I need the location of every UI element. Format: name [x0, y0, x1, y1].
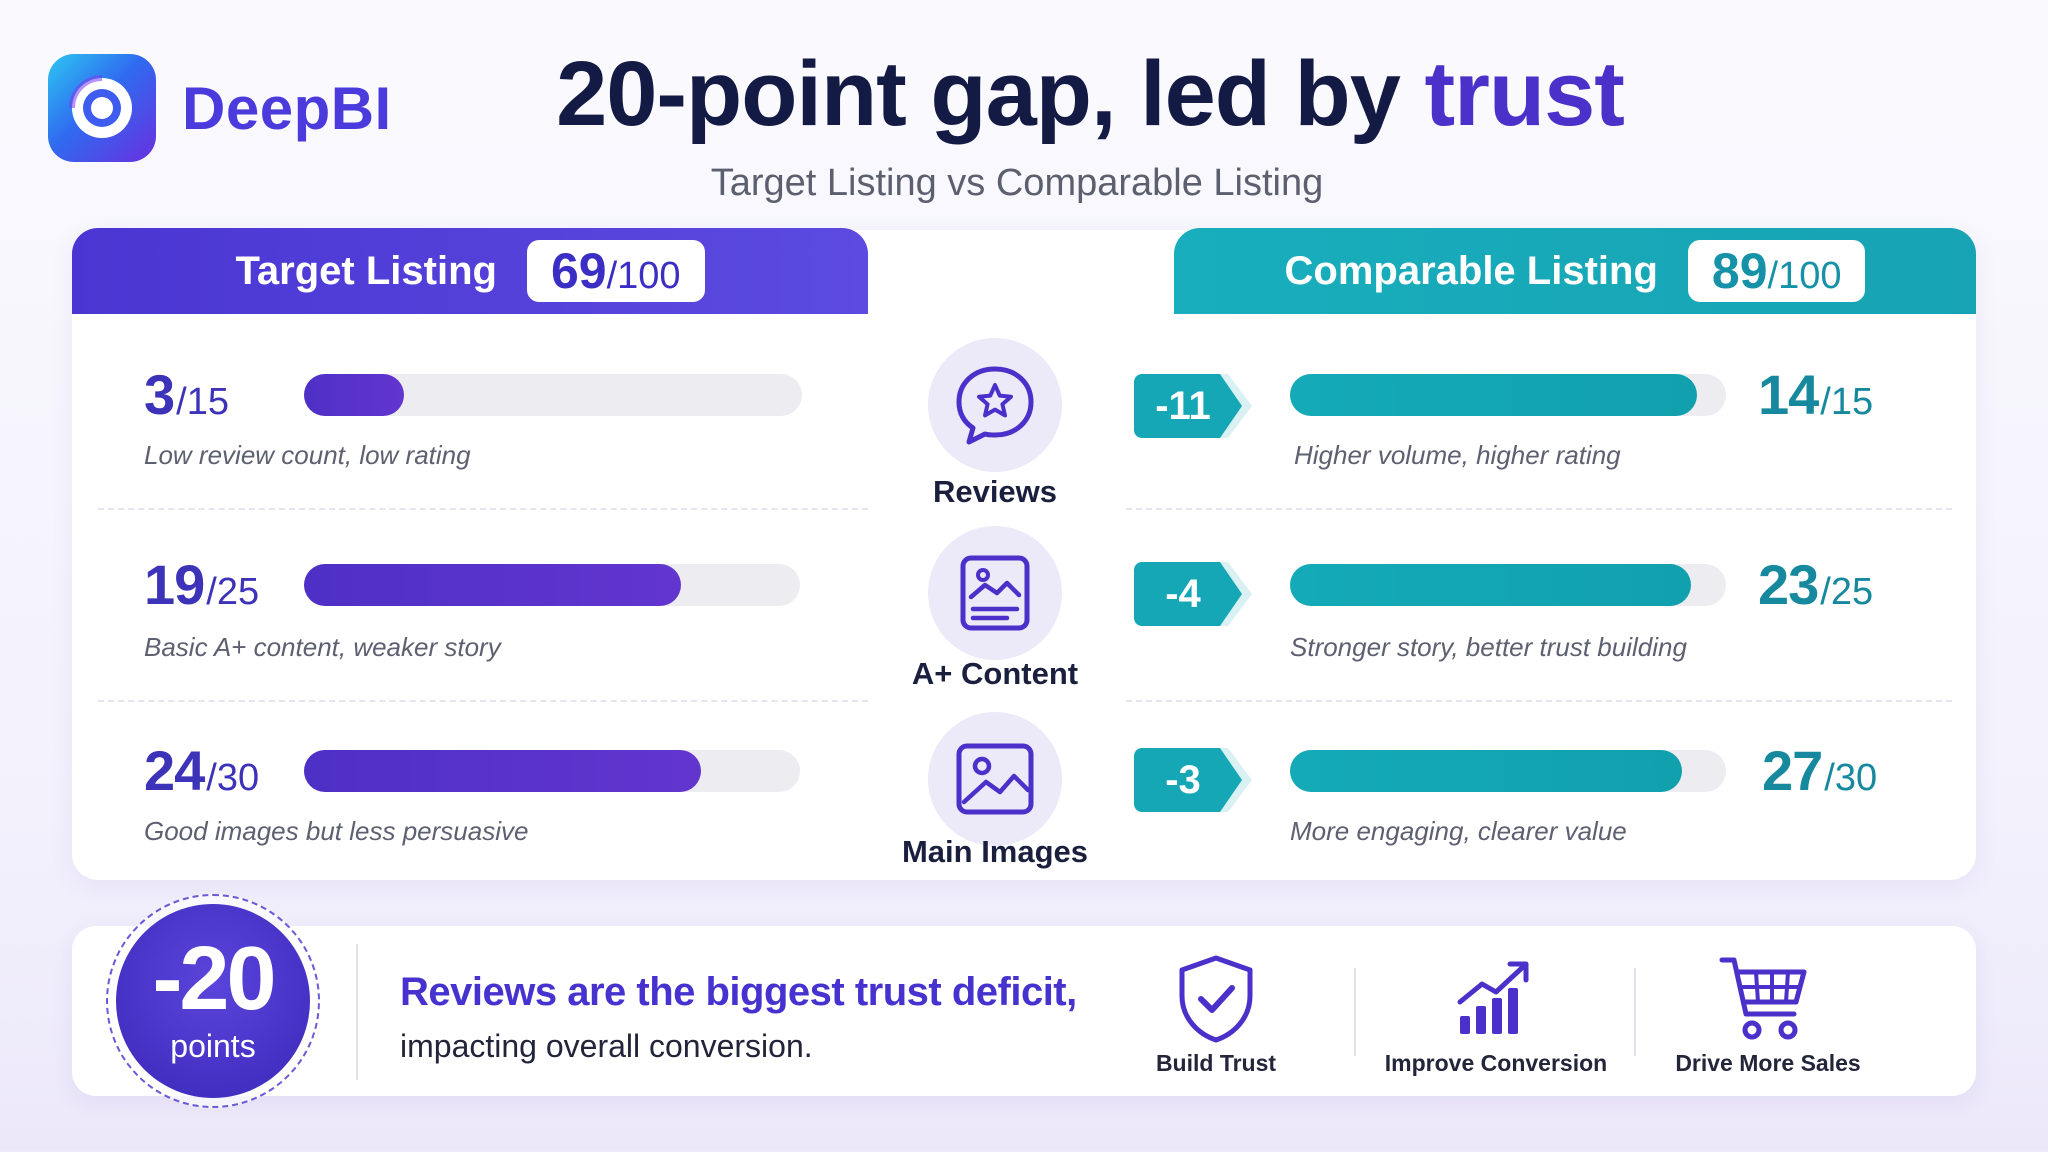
- score-value: 19: [144, 553, 205, 616]
- shopping-cart-icon: [1718, 954, 1810, 1046]
- score-value: 14: [1758, 363, 1819, 426]
- score-max: /15: [176, 381, 229, 423]
- brand-name: DeepBI: [182, 74, 392, 142]
- title-accent: trust: [1424, 43, 1624, 145]
- diff-badge-reviews: [1134, 374, 1252, 438]
- comparable-total: 89: [1711, 243, 1768, 299]
- comparable-total-pill: 89 /100: [1687, 240, 1866, 302]
- target-label: Target Listing: [235, 248, 497, 293]
- score-max: /30: [206, 757, 260, 799]
- target-bar-fill: [304, 750, 701, 792]
- diff-value-images: -3: [1165, 758, 1201, 802]
- score-value: 27: [1762, 739, 1823, 802]
- benefit-drive-sales: Drive More Sales: [1675, 1050, 1861, 1076]
- page-subtitle: Target Listing vs Comparable Listing: [710, 162, 1324, 204]
- score-value: 23: [1758, 553, 1819, 616]
- comparable-bar-fill: [1290, 374, 1697, 416]
- target-score-images: 24 /30: [144, 738, 259, 803]
- row-divider: [1126, 508, 1952, 510]
- gap-badge: -20 points: [116, 904, 310, 1098]
- comparable-score-reviews: 14 /15: [1758, 362, 1873, 427]
- score-value: 24: [144, 739, 205, 802]
- gap-value: -20: [152, 929, 276, 1029]
- summary-detail: impacting overall conversion.: [400, 1028, 813, 1064]
- page-title: 20-point gap, led by trust: [0, 42, 2048, 147]
- target-bar-fill: [304, 564, 681, 606]
- comparable-bar-fill: [1290, 750, 1683, 792]
- images-icon-circle: [928, 712, 1062, 846]
- target-header: Target Listing 69 /100: [72, 228, 868, 314]
- score-max: /30: [1824, 757, 1878, 799]
- aplus-icon-circle: [928, 526, 1062, 660]
- target-total-max: /100: [606, 255, 681, 297]
- row-divider: [98, 700, 868, 702]
- target-score-reviews: 3 /15: [144, 362, 229, 427]
- diff-badge-aplus: [1134, 562, 1252, 626]
- star-chat-icon: [956, 366, 1034, 445]
- benefit-improve-conversion: Improve Conversion: [1384, 1050, 1608, 1076]
- comparable-header: Comparable Listing 89 /100: [1174, 228, 1976, 314]
- comparable-bar-reviews: [1290, 374, 1726, 416]
- comparable-desc-aplus: Stronger story, better trust building: [1290, 632, 1687, 662]
- comparable-total-max: /100: [1767, 255, 1842, 297]
- comparable-label: Comparable Listing: [1284, 248, 1658, 293]
- target-total-pill: 69 /100: [526, 240, 705, 302]
- comparable-score-aplus: 23 /25: [1758, 552, 1873, 617]
- benefit-build-trust: Build Trust: [1155, 1050, 1277, 1076]
- image-icon: [956, 743, 1034, 815]
- row-divider: [1126, 700, 1952, 702]
- comparable-bar-images: [1290, 750, 1726, 792]
- score-max: /25: [206, 571, 260, 613]
- score-value: 3: [144, 363, 175, 426]
- target-bar-images: [304, 750, 800, 792]
- diff-badge-images: [1134, 748, 1252, 812]
- target-bar-reviews: [304, 374, 802, 416]
- comparable-score-images: 27 /30: [1762, 738, 1877, 803]
- shield-check-icon: [1176, 954, 1256, 1044]
- summary-divider: [356, 944, 358, 1080]
- comparable-desc-reviews: Higher volume, higher rating: [1294, 440, 1621, 470]
- benefit-divider: [1354, 968, 1356, 1056]
- target-desc-aplus: Basic A+ content, weaker story: [144, 632, 501, 662]
- benefit-divider: [1634, 968, 1636, 1056]
- gap-unit: points: [170, 1028, 256, 1064]
- row-divider: [98, 508, 868, 510]
- deepbi-logo-icon: [48, 54, 156, 162]
- category-label-images: Main Images: [901, 834, 1089, 869]
- score-max: /25: [1820, 571, 1874, 613]
- category-label-aplus: A+ Content: [911, 656, 1079, 691]
- score-max: /15: [1820, 381, 1874, 423]
- diff-value-reviews: -11: [1155, 384, 1211, 428]
- target-desc-images: Good images but less persuasive: [144, 816, 529, 846]
- target-desc-reviews: Low review count, low rating: [144, 440, 471, 470]
- comparable-bar-aplus: [1290, 564, 1726, 606]
- content-page-icon: [960, 555, 1030, 631]
- summary-card: [72, 926, 1976, 1096]
- diff-value-aplus: -4: [1165, 572, 1201, 616]
- target-bar-fill: [304, 374, 404, 416]
- summary-headline: Reviews are the biggest trust deficit,: [400, 970, 1077, 1014]
- growth-chart-icon: [1456, 958, 1536, 1038]
- target-score-aplus: 19 /25: [144, 552, 259, 617]
- reviews-icon-circle: [928, 338, 1062, 472]
- target-total: 69: [550, 243, 607, 299]
- comparable-bar-fill: [1290, 564, 1692, 606]
- category-label-reviews: Reviews: [932, 474, 1058, 509]
- brand-logo: DeepBI: [48, 54, 392, 162]
- title-main: 20-point gap, led by: [556, 43, 1401, 145]
- comparable-desc-images: More engaging, clearer value: [1290, 816, 1627, 846]
- target-bar-aplus: [304, 564, 800, 606]
